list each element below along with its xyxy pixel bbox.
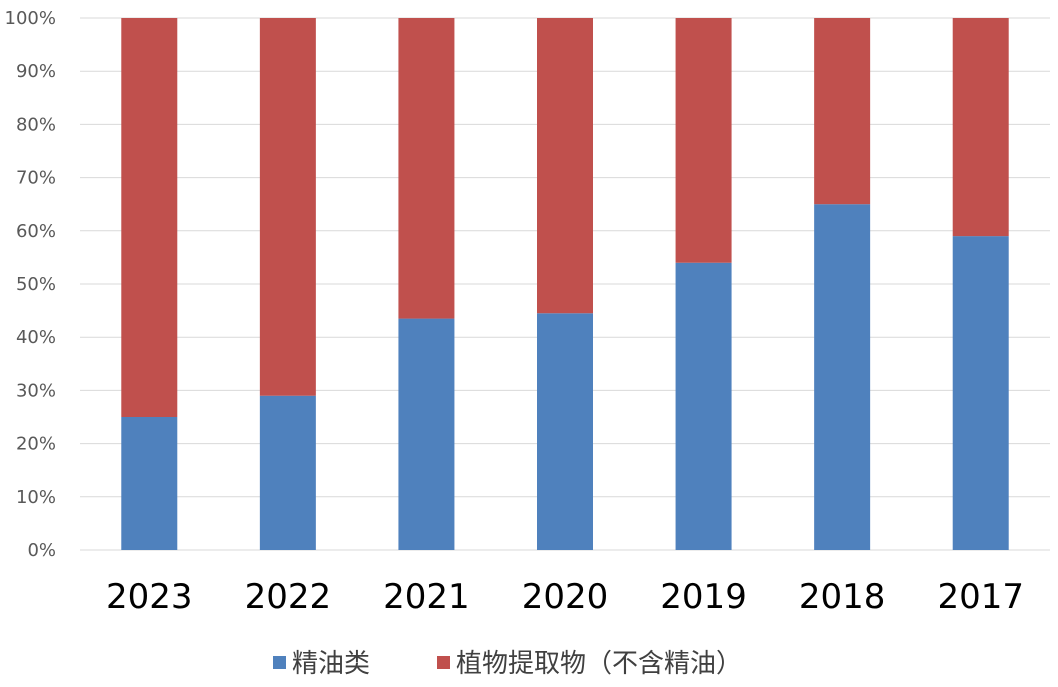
y-tick-label: 40% [16, 327, 56, 348]
x-tick-label: 2023 [106, 577, 193, 617]
x-axis-ticks: 2023 2022 2021 2020 2019 2018 2017 [106, 577, 1024, 617]
x-tick-label: 2018 [799, 577, 886, 617]
bar-2019-series-0 [675, 262, 732, 550]
bar-2023-series-0 [121, 417, 178, 550]
y-tick-label: 0% [27, 540, 56, 561]
bar-2018-series-1 [814, 18, 871, 205]
bar-2022-series-1 [259, 18, 316, 396]
bar-2017-series-1 [952, 18, 1009, 237]
y-tick-label: 20% [16, 434, 56, 455]
y-tick-label: 10% [16, 487, 56, 508]
bar-2023-series-1 [121, 18, 178, 417]
x-tick-label: 2022 [245, 577, 332, 617]
bar-2020-series-0 [537, 313, 593, 550]
legend-swatch [437, 656, 450, 669]
bar-2021-series-0 [398, 318, 455, 550]
legend-label: 精油类 [292, 649, 370, 679]
y-tick-label: 60% [16, 221, 56, 242]
x-tick-label: 2019 [660, 577, 747, 617]
x-tick-label: 2020 [522, 577, 609, 617]
bar-2018-series-0 [814, 204, 871, 550]
bars [121, 18, 1009, 550]
y-tick-label: 70% [16, 168, 56, 189]
legend-swatch [273, 656, 286, 669]
bar-2017-series-0 [952, 236, 1009, 550]
legend: 精油类 植物提取物（不含精油） [273, 649, 742, 679]
x-tick-label: 2017 [937, 577, 1024, 617]
bar-2022-series-0 [259, 395, 316, 550]
legend-label: 植物提取物（不含精油） [456, 649, 742, 679]
y-tick-label: 90% [16, 61, 56, 82]
bar-2020-series-1 [537, 18, 593, 314]
y-tick-label: 30% [16, 380, 56, 401]
y-axis-ticks: 0% 10% 20% 30% 40% 50% 60% 70% 80% 90% 100% [5, 8, 56, 561]
y-tick-label: 100% [5, 8, 56, 29]
x-tick-label: 2021 [383, 577, 470, 617]
y-tick-label: 50% [16, 274, 56, 295]
y-tick-label: 80% [16, 114, 56, 135]
bar-2021-series-1 [398, 18, 455, 319]
bar-2019-series-1 [675, 18, 732, 263]
